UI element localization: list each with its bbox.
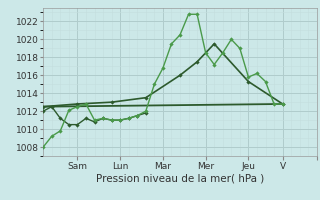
X-axis label: Pression niveau de la mer( hPa ): Pression niveau de la mer( hPa ) <box>96 173 264 183</box>
